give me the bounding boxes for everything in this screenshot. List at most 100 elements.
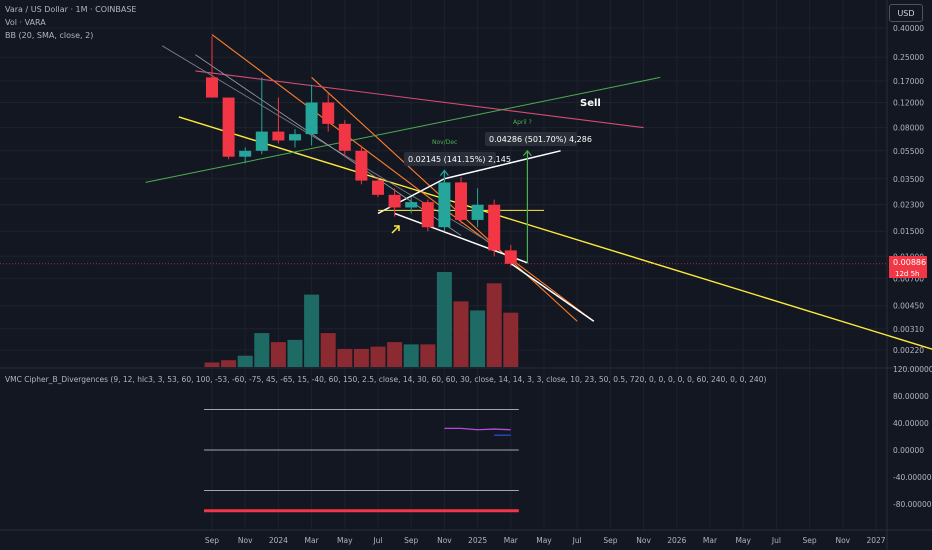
measure-box-2[interactable]: 0.04286 (501.70%) 4,286 — [485, 132, 592, 146]
trendline-orange-resistance — [211, 34, 595, 322]
osc-tick: 0.00000 — [893, 446, 924, 455]
price-tick: 0.05500 — [893, 147, 924, 156]
candle — [338, 120, 351, 157]
time-tick: May — [337, 536, 353, 545]
osc-line — [444, 427, 511, 431]
volume-bar — [237, 355, 253, 367]
volume-bar — [503, 312, 519, 367]
price-tick: 0.17000 — [893, 77, 924, 86]
osc-tick: 40.00000 — [893, 419, 929, 428]
candle — [305, 84, 318, 146]
price-axis[interactable]: 0.40000 0.25000 0.17000 0.12000 0.08000 0.055… — [893, 24, 924, 355]
yellow-arrow-icon — [391, 225, 400, 234]
trendline-white-upper — [377, 178, 445, 215]
volume-bar — [337, 348, 353, 367]
projection-arrows — [439, 149, 532, 264]
price-tick: 0.08000 — [893, 124, 924, 133]
candle — [322, 92, 335, 132]
time-axis[interactable]: Sep Nov 2024 Mar May Jul Sep Nov 2025 Mar May Jul Se… — [205, 536, 886, 545]
time-tick: Mar — [703, 536, 718, 545]
arrow-april-arrow — [522, 149, 532, 264]
candle-body — [388, 194, 401, 208]
price-tick: 0.01500 — [893, 227, 924, 236]
time-tick: 2024 — [269, 536, 288, 545]
volume-bar — [254, 333, 270, 367]
candle — [355, 145, 368, 185]
time-tick: Mar — [504, 536, 519, 545]
candle-body — [255, 131, 268, 151]
candle-body — [338, 123, 351, 151]
time-tick: Jul — [372, 536, 382, 545]
currency-button[interactable]: USD — [889, 4, 923, 22]
candle — [239, 147, 252, 164]
volume-bar — [387, 342, 403, 367]
candle — [372, 177, 384, 198]
sell-annotation: Sell — [580, 98, 601, 109]
price-tick: 0.00700 — [893, 274, 924, 283]
candle — [255, 77, 268, 155]
bb-legend[interactable]: BB (20, SMA, close, 2) — [5, 31, 94, 40]
trendline-green-rising — [145, 76, 661, 183]
candle — [222, 97, 235, 160]
time-tick: 2026 — [667, 536, 686, 545]
trendline-white-target — [444, 150, 561, 180]
candle-body — [355, 150, 368, 181]
price-tick: 0.00310 — [893, 325, 924, 334]
time-tick: Nov — [835, 536, 850, 545]
volume-bar — [221, 360, 237, 367]
candle — [272, 97, 285, 144]
volume-bar — [453, 301, 469, 367]
candle-body — [372, 180, 384, 195]
volume-bar — [353, 348, 369, 367]
oscillator-pane — [204, 409, 519, 513]
candle-body — [305, 102, 318, 135]
price-tick: 0.12000 — [893, 99, 924, 108]
candle-body — [455, 182, 467, 220]
last-price-label: 0.00886 12d 5h — [889, 256, 927, 278]
candle-body — [504, 250, 517, 264]
volume-legend[interactable]: Vol · VARA — [5, 18, 46, 27]
price-tick: 0.02300 — [893, 201, 924, 210]
time-tick: Sep — [404, 536, 418, 545]
osc-tick: -40.00000 — [893, 473, 932, 482]
time-tick: Jul — [771, 536, 781, 545]
novdec-annotation: Nov/Dec — [432, 139, 457, 146]
candle — [488, 199, 501, 257]
oscillator-legend[interactable]: VMC Cipher_B_Divergences (9, 12, hlc3, 3… — [5, 375, 767, 384]
time-tick: Sep — [205, 536, 219, 545]
svg-text:0.00886: 0.00886 — [893, 258, 926, 267]
time-tick: Jul — [572, 536, 582, 545]
osc-tick: -80.00000 — [893, 500, 932, 509]
measure-box-1-bg — [404, 152, 496, 166]
candle-body — [272, 131, 285, 141]
volume-bar — [420, 344, 436, 367]
time-tick: Mar — [305, 536, 320, 545]
volume-bar — [470, 310, 486, 367]
oscillator-axis[interactable]: 120.00000 80.00000 40.00000 0.00000 -40.0000… — [893, 365, 932, 509]
volume-bar — [304, 294, 320, 367]
candle-body — [322, 102, 335, 124]
symbol-legend[interactable]: Vara / US Dollar · 1M · COINBASE — [5, 5, 137, 14]
trendline-white-base — [510, 262, 595, 322]
candle-body — [206, 77, 218, 98]
time-tick: May — [536, 536, 552, 545]
trendline-yellow-support — [178, 116, 932, 350]
measure-box-2-bg — [485, 132, 577, 146]
measure-label-2: 0.04286 (501.70%) 4,286 — [489, 135, 592, 144]
volume-bar — [370, 346, 386, 367]
april-annotation: April ? — [513, 119, 532, 126]
candle — [504, 245, 517, 267]
candle-body — [405, 202, 418, 208]
time-tick: Sep — [803, 536, 817, 545]
time-tick: Nov — [437, 536, 452, 545]
measure-label-1: 0.02145 (141.15%) 2,145 — [408, 155, 511, 164]
measure-box-1[interactable]: 0.02145 (141.15%) 2,145 — [404, 152, 511, 166]
candle-body — [222, 97, 235, 157]
price-tick: 0.00450 — [893, 302, 924, 311]
price-tick: 0.40000 — [893, 24, 924, 33]
time-tick: Nov — [238, 536, 253, 545]
arrow-nov-dec-arrow — [439, 169, 449, 220]
svg-text:12d 5h: 12d 5h — [895, 270, 919, 278]
